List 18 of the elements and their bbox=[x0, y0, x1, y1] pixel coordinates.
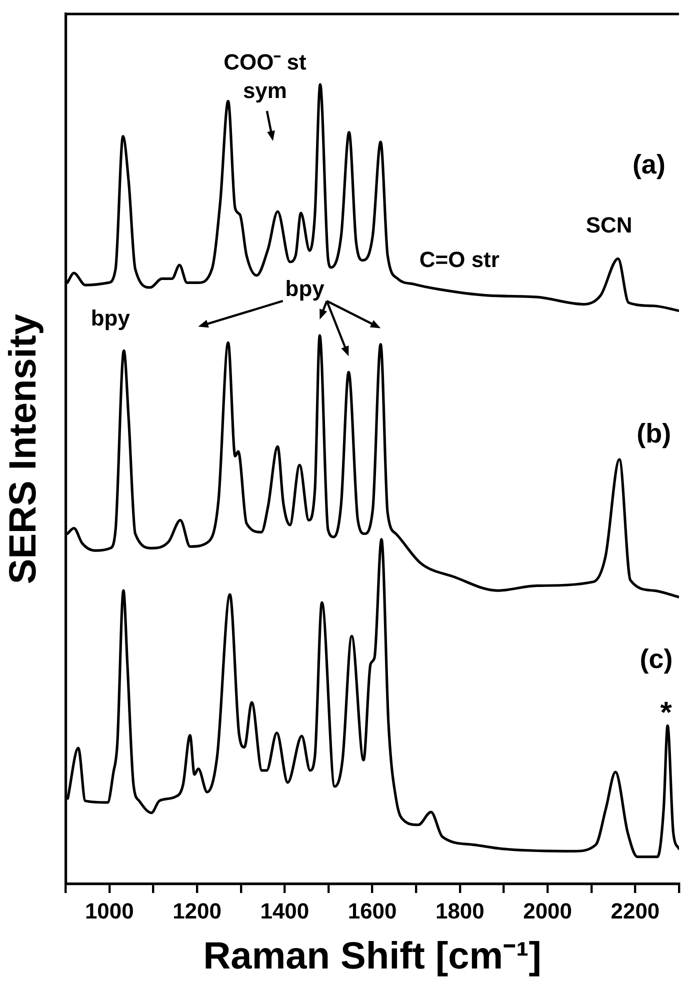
annotation: bpy bbox=[285, 276, 326, 301]
x-tick-label: 1000 bbox=[84, 898, 134, 924]
annotation: SCN bbox=[586, 212, 632, 238]
annotation: COO⁻ st sym bbox=[224, 49, 308, 103]
x-tick-label: 2000 bbox=[523, 898, 572, 924]
x-tick-label: 1200 bbox=[172, 898, 222, 924]
x-tick-label: 1600 bbox=[348, 898, 397, 924]
annotation: (a) bbox=[632, 150, 666, 180]
x-axis-title: Raman Shift [cm⁻¹] bbox=[203, 936, 542, 978]
annotation: bpy bbox=[90, 305, 131, 330]
x-tick-label: 1800 bbox=[435, 898, 484, 924]
x-tick-label: 1400 bbox=[260, 898, 310, 924]
y-axis-title: SERS Intensity bbox=[2, 314, 44, 584]
annotation: (c) bbox=[640, 644, 673, 674]
annotation: (b) bbox=[636, 418, 672, 449]
x-tick-label: 2200 bbox=[610, 898, 660, 924]
annotation: C=O str bbox=[419, 247, 500, 272]
annotation: * bbox=[660, 696, 672, 730]
